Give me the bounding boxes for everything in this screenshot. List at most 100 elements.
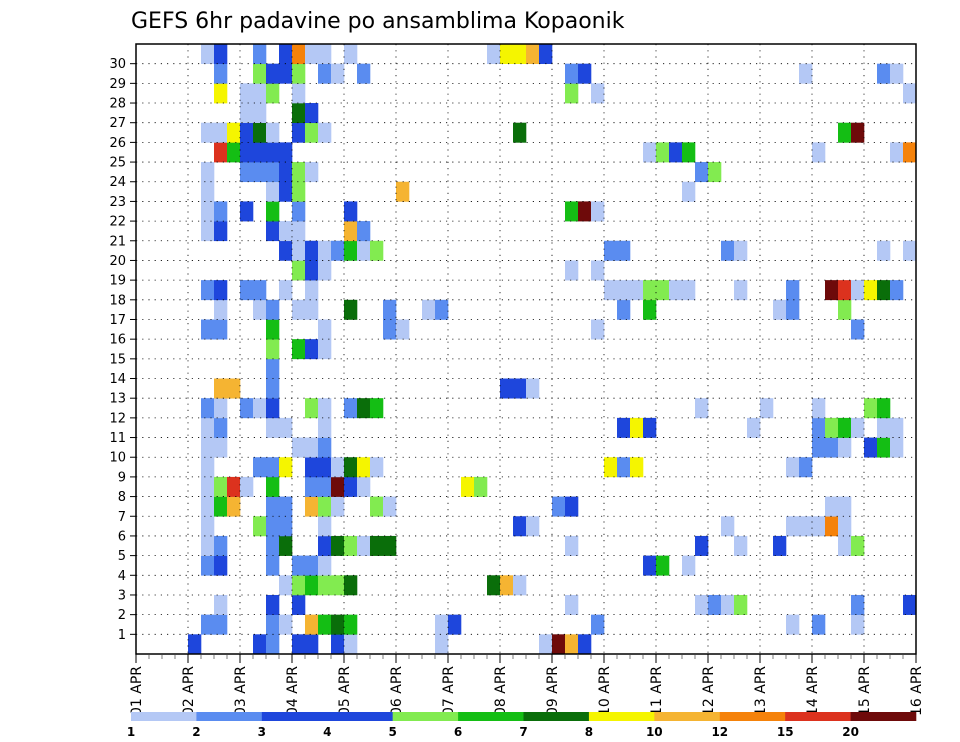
heatmap-cell: [292, 103, 306, 124]
heatmap-cell: [786, 457, 800, 478]
heatmap-cell: [331, 476, 345, 497]
heatmap-cell: [864, 280, 878, 301]
heatmap-cell: [253, 103, 267, 124]
heatmap-cell: [240, 142, 254, 163]
heatmap-cell: [344, 221, 358, 242]
heatmap-cell: [305, 457, 319, 478]
heatmap-cell: [305, 240, 319, 261]
y-axis: 1234567891011121314151617181920212223242…: [109, 57, 136, 643]
heatmap-cell: [292, 240, 306, 261]
y-tick-label: 15: [109, 352, 126, 367]
heatmap-cell: [513, 122, 527, 143]
heatmap-cell: [370, 398, 384, 419]
heatmap-cell: [305, 280, 319, 301]
heatmap-cell: [357, 457, 371, 478]
heatmap-cell: [851, 319, 865, 340]
heatmap-cell: [487, 44, 501, 64]
heatmap-cell: [812, 437, 826, 458]
heatmap-cell: [851, 594, 865, 615]
heatmap-cell: [357, 221, 371, 242]
heatmap-cell: [877, 437, 891, 458]
heatmap-cell: [617, 240, 631, 261]
heatmap-cell: [591, 201, 605, 222]
heatmap-cell: [214, 319, 228, 340]
colorbar-swatch: [196, 712, 263, 721]
heatmap-cell: [422, 299, 436, 320]
heatmap-cell: [396, 181, 410, 202]
heatmap-cell: [318, 319, 332, 340]
y-tick-label: 9: [118, 470, 126, 485]
y-tick-label: 11: [109, 431, 126, 446]
heatmap-cell: [656, 555, 670, 576]
heatmap-cell: [877, 280, 891, 301]
heatmap-cell: [539, 44, 553, 64]
heatmap-cell: [201, 44, 215, 64]
heatmap-cell: [721, 240, 735, 261]
heatmap-cell: [370, 535, 384, 556]
heatmap-cell: [305, 496, 319, 517]
heatmap-cell: [695, 594, 709, 615]
heatmap-cell: [292, 162, 306, 183]
y-tick-label: 25: [109, 156, 126, 171]
heatmap-cell: [799, 516, 813, 537]
heatmap-cell: [734, 594, 748, 615]
heatmap-cell: [305, 398, 319, 419]
heatmap-cell: [253, 122, 267, 143]
heatmap-cell: [240, 280, 254, 301]
heatmap-cell: [305, 103, 319, 124]
heatmap-cell: [305, 122, 319, 143]
heatmap-cell: [838, 280, 852, 301]
heatmap-cell: [214, 594, 228, 615]
heatmap-cell: [253, 63, 267, 84]
colorbar-label: 20: [842, 725, 859, 739]
heatmap-cell: [526, 378, 540, 399]
heatmap-cell: [266, 378, 280, 399]
colorbar-label: 7: [519, 725, 527, 739]
heatmap-cell: [357, 535, 371, 556]
heatmap-cell: [435, 634, 449, 655]
heatmap-cell: [552, 496, 566, 517]
heatmap-cell: [201, 122, 215, 143]
heatmap-cell: [292, 83, 306, 104]
colorbar-swatch: [458, 712, 524, 721]
colorbar-label: 6: [454, 725, 462, 739]
heatmap-cell: [214, 221, 228, 242]
heatmap-cell: [279, 417, 293, 438]
chart-title: GEFS 6hr padavine po ansamblima Kopaonik: [131, 9, 625, 34]
y-tick-label: 5: [118, 549, 126, 564]
heatmap-cell: [591, 83, 605, 104]
heatmap-cell: [630, 280, 644, 301]
heatmap-cell: [734, 240, 748, 261]
y-tick-label: 18: [109, 293, 126, 308]
y-tick-label: 21: [109, 234, 126, 249]
heatmap-cell: [812, 614, 826, 635]
heatmap-cell: [825, 280, 839, 301]
heatmap-cell: [851, 122, 865, 143]
heatmap-cell: [643, 555, 657, 576]
heatmap-cell: [279, 535, 293, 556]
heatmap-cell: [292, 634, 306, 655]
x-tick-label: 11 APR: [649, 666, 665, 716]
heatmap-cell: [578, 63, 592, 84]
heatmap-cell: [643, 142, 657, 163]
heatmap-cell: [292, 299, 306, 320]
colorbar-label: 1: [127, 725, 135, 739]
heatmap-cell: [318, 457, 332, 478]
heatmap-cell: [383, 299, 397, 320]
heatmap-cell: [838, 122, 852, 143]
heatmap-cell: [266, 535, 280, 556]
heatmap-cell: [435, 614, 449, 635]
colorbar-label: 15: [777, 725, 794, 739]
heatmap-cell: [851, 535, 865, 556]
heatmap-cell: [604, 457, 618, 478]
heatmap-cell: [292, 339, 306, 360]
y-tick-label: 23: [109, 195, 126, 210]
x-tick-label: 12 APR: [701, 666, 717, 716]
heatmap-cell: [266, 162, 280, 183]
heatmap-cell: [617, 457, 631, 478]
heatmap-cell: [292, 260, 306, 281]
heatmap-cell: [214, 476, 228, 497]
colorbar-label: 10: [646, 725, 663, 739]
heatmap-cell: [838, 299, 852, 320]
heatmap-cell: [292, 122, 306, 143]
